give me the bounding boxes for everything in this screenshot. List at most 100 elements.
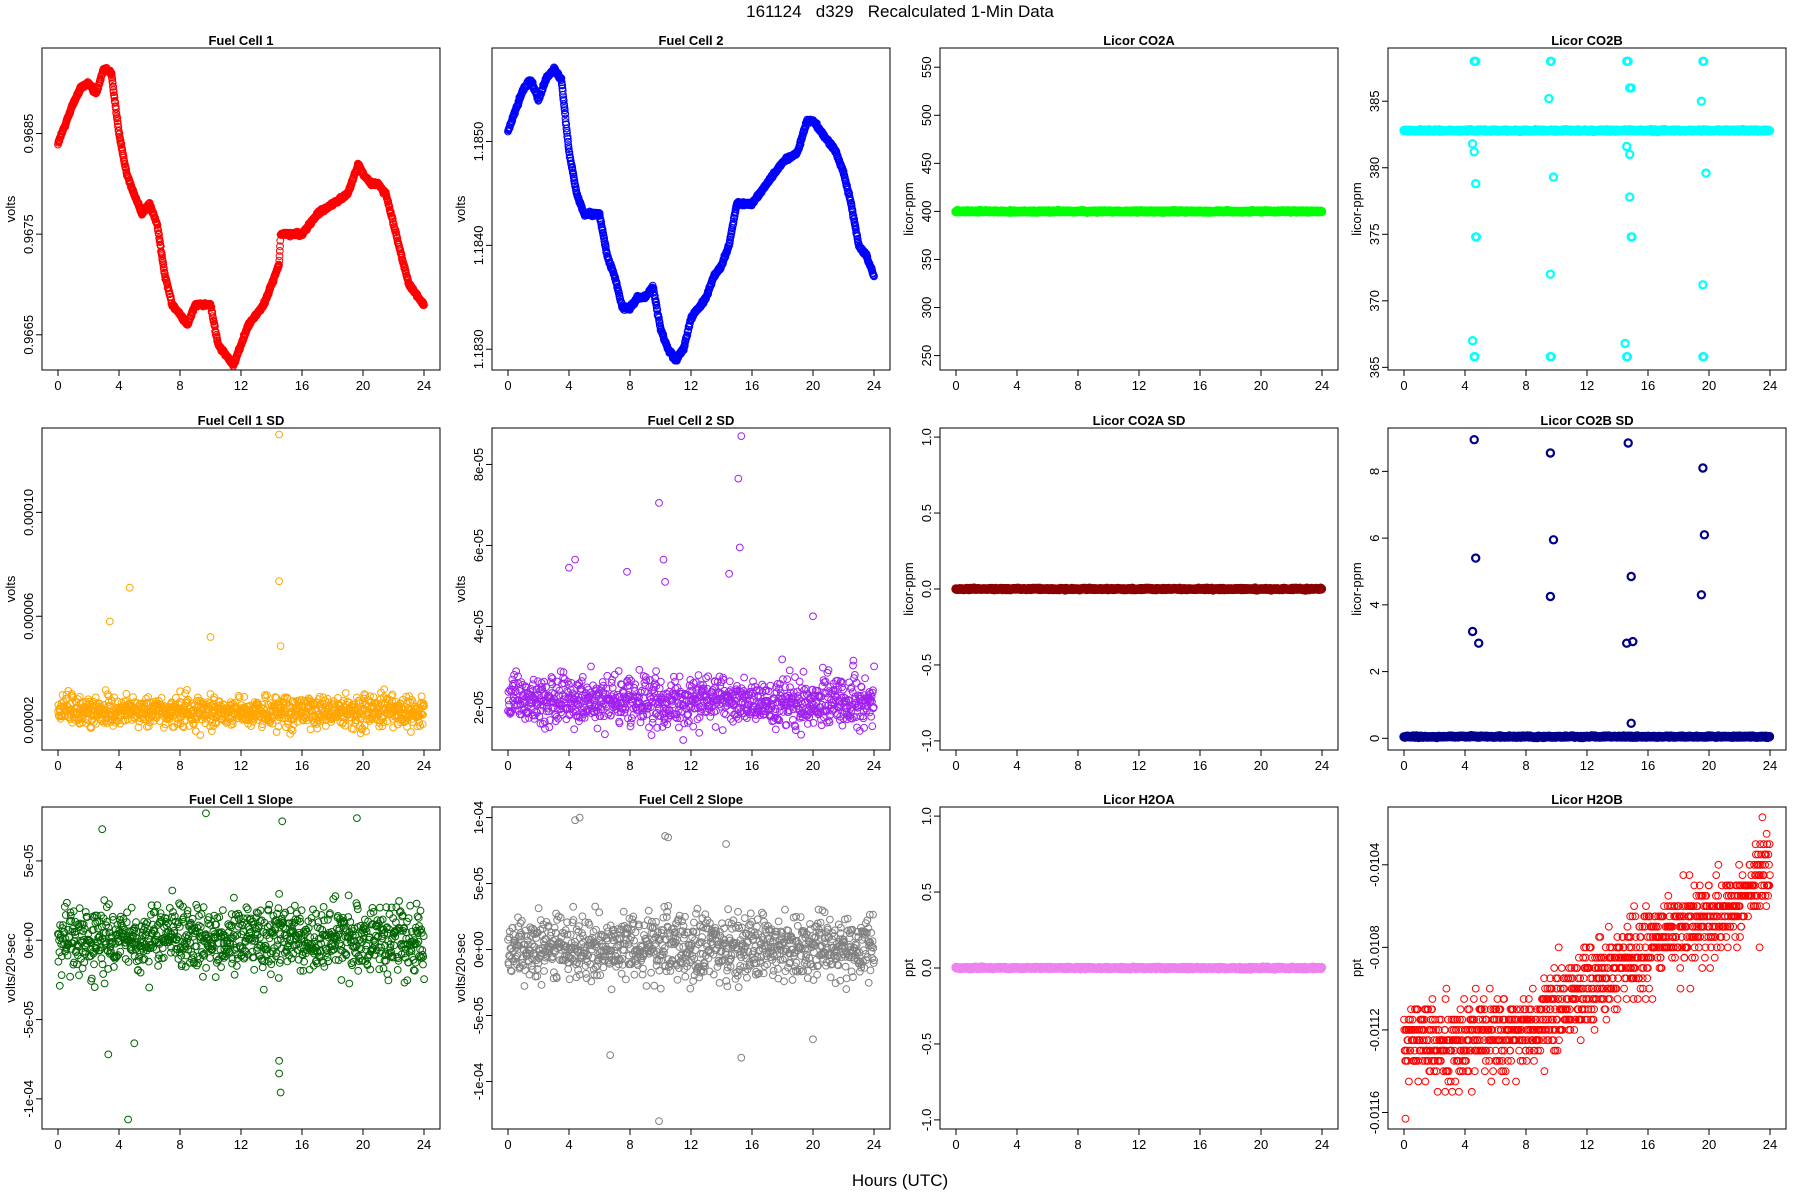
data-point	[1627, 232, 1637, 242]
data-point	[1546, 56, 1556, 67]
y-tick-label: 385	[1367, 90, 1382, 112]
y-axis-label: licor-ppm	[901, 182, 916, 235]
data-point	[208, 309, 217, 318]
y-axis-label: volts	[3, 575, 18, 602]
panel-title: Licor CO2B	[1551, 33, 1623, 48]
data-point	[109, 82, 118, 91]
data-point	[1623, 56, 1633, 67]
panel-title: Licor CO2A	[1103, 33, 1175, 48]
data-point	[313, 724, 322, 733]
data-point	[1698, 352, 1709, 362]
x-tick-label: 24	[867, 378, 881, 393]
data-point	[1548, 172, 1559, 182]
y-tick-label: 350	[919, 249, 934, 271]
y-tick-label: 1.1850	[471, 122, 486, 162]
data-point	[110, 93, 119, 102]
data-point	[1467, 139, 1478, 149]
x-tick-label: 12	[1580, 378, 1594, 393]
data-point	[112, 105, 120, 113]
x-tick-label: 12	[1132, 378, 1146, 393]
data-point	[1621, 141, 1632, 152]
x-tick-label: 4	[115, 378, 122, 393]
x-tick-label: 4	[565, 378, 572, 393]
y-tick-label: 550	[919, 56, 934, 78]
plot-frame	[1387, 47, 1787, 371]
data-point	[341, 689, 350, 697]
figure-title: 161124 d329 Recalculated 1-Min Data	[746, 2, 1054, 21]
y-tick-label: 370	[1367, 290, 1382, 312]
data-point	[275, 247, 284, 255]
x-tick-label: 4	[1461, 378, 1468, 393]
data-point	[275, 252, 284, 261]
y-tick-label: 380	[1367, 157, 1382, 179]
data-point	[108, 74, 117, 83]
data-point	[158, 252, 166, 260]
data-point	[109, 88, 118, 97]
x-tick-label: 0	[54, 758, 61, 773]
y-tick-label: 1.1840	[471, 225, 486, 265]
data-point	[1698, 56, 1709, 67]
x-tick-label: 8	[176, 378, 183, 393]
data-point	[1624, 192, 1635, 202]
data-point	[275, 256, 284, 265]
y-tick-label: 0.9685	[21, 114, 36, 154]
x-tick-label: 8	[1522, 378, 1529, 393]
x-tick-label: 0	[504, 378, 511, 393]
y-tick-label: 0.9665	[21, 315, 36, 355]
x-tick-label: 20	[1254, 378, 1268, 393]
x-tick-label: 8	[176, 758, 183, 773]
data-point	[172, 693, 180, 702]
data-point	[1471, 232, 1482, 242]
x-tick-label: 24	[417, 758, 431, 773]
x-tick-label: 24	[1315, 378, 1329, 393]
y-tick-label: 300	[919, 297, 934, 319]
x-tick-label: 24	[417, 378, 431, 393]
data-point	[113, 114, 122, 122]
data-point	[275, 260, 283, 269]
data-point	[1622, 352, 1633, 362]
data-point	[1470, 178, 1481, 189]
x-tick-label: 0	[54, 378, 61, 393]
x-tick-label: 16	[745, 378, 759, 393]
data-point	[165, 287, 174, 296]
x-tick-label: 16	[1641, 378, 1655, 393]
data-point	[154, 226, 163, 235]
data-point	[1626, 83, 1636, 93]
data-point	[191, 727, 200, 736]
y-tick-label: 450	[919, 152, 934, 174]
x-tick-label: 20	[806, 378, 820, 393]
x-tick-label: 0	[952, 378, 959, 393]
x-tick-label: 4	[1013, 378, 1020, 393]
x-tick-label: 16	[295, 378, 309, 393]
x-tick-label: 0	[1400, 378, 1407, 393]
y-tick-label: 400	[919, 201, 934, 223]
y-tick-label: 0.00002	[21, 697, 36, 744]
panel-title: Fuel Cell 2	[658, 33, 723, 48]
y-tick-label: 500	[919, 104, 934, 126]
y-tick-label: 250	[919, 345, 934, 367]
x-tick-label: 16	[295, 758, 309, 773]
data-point	[113, 117, 122, 126]
data-point	[101, 686, 110, 694]
data-point	[1470, 56, 1481, 67]
y-tick-label: 365	[1367, 356, 1382, 378]
x-tick-label: 12	[234, 378, 248, 393]
x-tick-label: 12	[234, 758, 248, 773]
data-point	[1698, 280, 1708, 290]
x-tick-label: 20	[356, 378, 370, 393]
data-point	[1624, 149, 1635, 160]
x-tick-label: 12	[684, 378, 698, 393]
y-tick-label: 0.00010	[21, 489, 36, 536]
x-tick-label: 20	[1702, 378, 1716, 393]
plot-frame	[41, 47, 441, 371]
y-axis-label: volts	[3, 195, 18, 222]
y-tick-label: 0.9675	[21, 214, 36, 254]
x-tick-label: 16	[1193, 378, 1207, 393]
data-point	[122, 689, 131, 698]
data-point	[1467, 336, 1478, 346]
